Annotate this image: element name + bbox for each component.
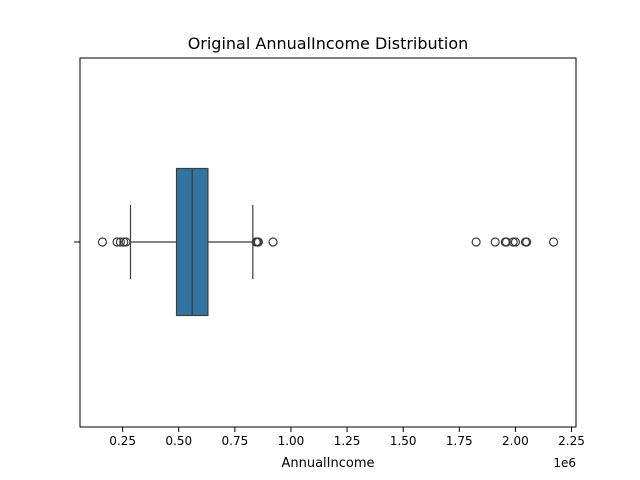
outlier-point [522, 237, 532, 247]
x-axis-scale-label: 1e6 [553, 456, 576, 470]
x-tick-label: 1.00 [278, 434, 305, 448]
x-tick-label: 2.00 [502, 434, 529, 448]
x-tick-label: 0.25 [109, 434, 136, 448]
outlier-point [548, 237, 559, 247]
outlier-point [115, 237, 125, 247]
plot-area [97, 167, 559, 317]
x-tick-label: 1.25 [334, 434, 361, 448]
outlier-point [471, 237, 481, 247]
x-tick-label: 0.75 [222, 434, 249, 448]
outlier-point [501, 237, 512, 247]
outlier-point [112, 237, 122, 247]
outlier-point [510, 237, 521, 247]
x-tick-label: 2.25 [558, 434, 585, 448]
x-axis-label: AnnualIncome [281, 456, 374, 471]
chart-title: Original AnnualIncome Distribution [188, 34, 469, 53]
x-axis-ticks: 0.25 0.50 0.75 1.00 1.25 1.50 1.75 2.00 2.25 [109, 427, 585, 448]
outlier-point [268, 237, 278, 247]
outlier-point [121, 237, 131, 247]
x-tick-label: 0.50 [165, 434, 192, 448]
outlier-point [490, 237, 500, 247]
x-tick-label: 1.75 [446, 434, 473, 448]
x-tick-label: 1.50 [390, 434, 417, 448]
outlier-point [253, 237, 264, 247]
outlier-point [97, 237, 108, 247]
